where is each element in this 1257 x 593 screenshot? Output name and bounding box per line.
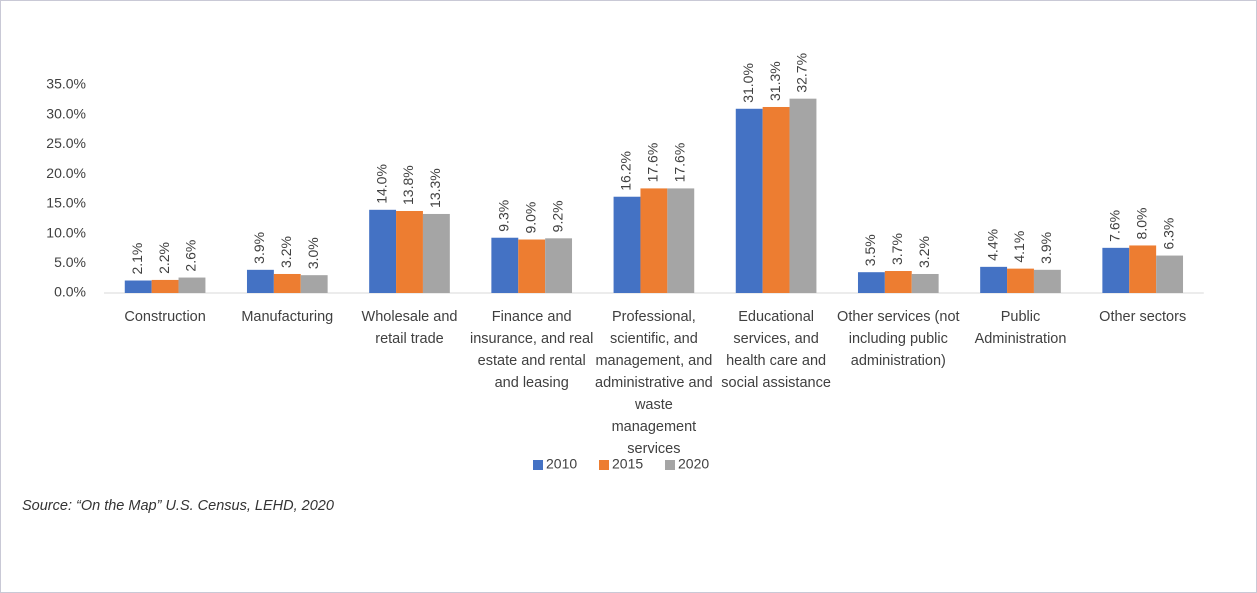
bar [124, 280, 152, 293]
bar [300, 275, 328, 293]
legend-label: 2020 [678, 456, 709, 472]
bar [246, 269, 274, 293]
value-label: 32.7% [794, 53, 810, 93]
bar [422, 213, 450, 293]
x-tick-label: Manufacturing [241, 309, 334, 325]
x-tick-label: Wholesale and retail trade [361, 309, 458, 347]
x-tick-label: Other sectors [1099, 309, 1187, 325]
legend-label: 2015 [612, 456, 643, 472]
value-label: 31.0% [740, 63, 756, 103]
y-tick-label: 20.0% [46, 165, 86, 181]
bar [273, 273, 301, 293]
bar [518, 239, 546, 293]
value-label: 4.4% [984, 229, 1000, 261]
value-label: 9.0% [522, 202, 538, 234]
value-label: 9.2% [549, 200, 565, 232]
value-label: 13.3% [427, 168, 443, 208]
bar [178, 277, 206, 293]
y-tick-label: 0.0% [54, 284, 86, 300]
bar [1033, 269, 1061, 293]
bar [1156, 255, 1184, 293]
x-tick-label: Educational services, and health care an… [721, 309, 831, 391]
value-label: 3.0% [305, 237, 321, 269]
bar [789, 98, 817, 293]
y-tick-label: 35.0% [46, 76, 86, 92]
bar [396, 210, 423, 293]
source-note: Source: “On the Map” U.S. Census, LEHD, … [22, 498, 334, 514]
legend-swatch [665, 460, 675, 470]
x-tick-label: Other services (not including public adm… [837, 309, 960, 369]
x-tick-label: Professional, scientific, and management… [595, 309, 713, 457]
bar [911, 273, 939, 293]
bar [980, 266, 1008, 293]
bar [884, 271, 912, 293]
bar [667, 188, 695, 293]
bar [735, 108, 763, 294]
bar [151, 279, 179, 293]
value-label: 14.0% [373, 164, 389, 204]
value-label: 7.6% [1107, 210, 1123, 242]
bar [640, 188, 668, 293]
value-label: 17.6% [645, 143, 661, 183]
bar [762, 106, 790, 293]
bar [369, 209, 397, 293]
y-tick-label: 30.0% [46, 105, 86, 121]
value-label: 3.2% [916, 236, 932, 268]
y-tick-label: 25.0% [46, 135, 86, 151]
bar [857, 272, 885, 293]
value-label: 13.8% [400, 165, 416, 205]
value-label: 4.1% [1011, 231, 1027, 263]
value-label: 2.2% [156, 242, 172, 274]
legend-swatch [533, 460, 543, 470]
bar [613, 196, 641, 293]
y-tick-label: 15.0% [46, 195, 86, 211]
value-label: 3.9% [1038, 232, 1054, 264]
y-tick-label: 10.0% [46, 224, 86, 240]
value-label: 2.1% [129, 243, 145, 275]
bar [491, 237, 519, 293]
x-tick-label: Finance and insurance, and real estate a… [470, 309, 594, 391]
bar [1007, 268, 1034, 293]
bar [545, 238, 573, 293]
value-label: 3.5% [862, 234, 878, 266]
y-tick-label: 5.0% [54, 254, 86, 270]
value-label: 6.3% [1160, 218, 1176, 250]
bar [1129, 245, 1157, 293]
value-label: 16.2% [618, 151, 634, 191]
value-label: 3.2% [278, 236, 294, 268]
value-label: 2.6% [183, 240, 199, 272]
value-label: 17.6% [671, 143, 687, 183]
value-label: 3.7% [889, 233, 905, 265]
value-label: 9.3% [496, 200, 512, 232]
value-label: 31.3% [767, 61, 783, 101]
x-tick-label: Public Administration [974, 309, 1067, 347]
value-label: 8.0% [1133, 208, 1149, 240]
value-label: 3.9% [251, 232, 267, 264]
legend-label: 2010 [546, 456, 577, 472]
bar [1102, 247, 1130, 293]
x-tick-label: Construction [124, 309, 206, 325]
legend-swatch [599, 460, 609, 470]
